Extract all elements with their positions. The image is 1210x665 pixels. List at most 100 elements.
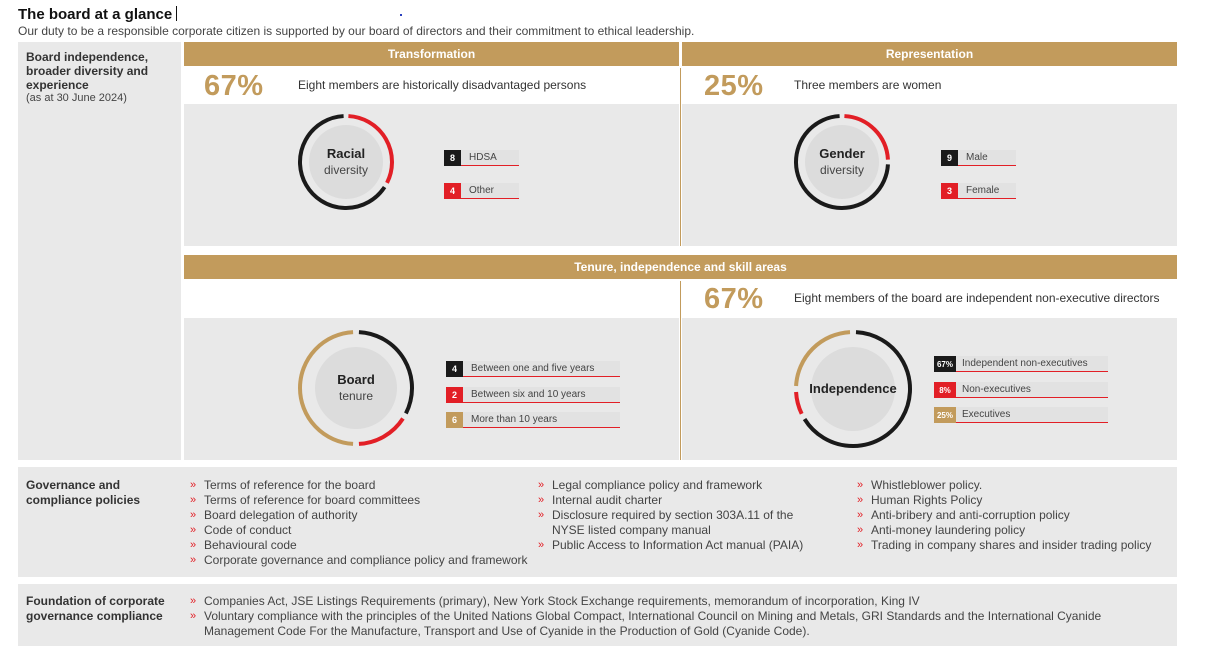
gender-segment-male <box>794 114 890 210</box>
policy-item: Behavioural code <box>190 538 540 553</box>
independence-segment-non-executives <box>794 391 804 415</box>
legend-female-label: Female <box>958 183 1016 199</box>
legend-nonexec-label: Non-executives <box>956 382 1108 398</box>
tenure-donut <box>298 330 414 446</box>
legend-other-value: 4 <box>444 183 461 199</box>
legend-independent-nonexec: 67% Independent non-executives <box>934 356 1108 372</box>
board-section-date: (as at 30 June 2024) <box>26 92 127 104</box>
legend-independent-nonexec-value: 67% <box>934 356 956 372</box>
column-divider-top <box>680 68 681 246</box>
legend-tenure-6-10-label: Between six and 10 years <box>463 387 620 403</box>
racial-diversity-panel <box>184 104 679 246</box>
independence-chart-title: Independence <box>809 381 897 396</box>
legend-hdsa-value: 8 <box>444 150 461 166</box>
legend-male-value: 9 <box>941 150 958 166</box>
gender-chart-title: Gender <box>819 146 865 161</box>
tenure-donut-center: Board tenure <box>315 347 397 429</box>
column-divider-bottom <box>680 281 681 460</box>
board-section-label: Board independence, broader diversity an… <box>18 42 181 460</box>
independent-text: Eight members of the board are independe… <box>794 291 1160 305</box>
transformation-text: Eight members are historically disadvant… <box>298 78 587 92</box>
representation-text: Three members are women <box>794 78 942 92</box>
tenure-segment-between-one-and-five-years <box>358 330 414 415</box>
text-cursor <box>176 6 178 21</box>
gender-donut <box>794 114 890 210</box>
foundation-heading: Foundation of corporate governance compl… <box>26 594 165 623</box>
legend-hdsa: 8 HDSA <box>444 150 519 166</box>
legend-female-value: 3 <box>941 183 958 199</box>
governance-list-2: Legal compliance policy and framework In… <box>538 478 828 553</box>
policy-item: Internal audit charter <box>538 493 828 508</box>
tenure-bar: Tenure, independence and skill areas <box>184 255 1177 279</box>
governance-list-3: Whistleblower policy. Human Rights Polic… <box>857 478 1172 553</box>
legend-tenure-10plus-label: More than 10 years <box>463 412 620 428</box>
foundation-list: Companies Act, JSE Listings Requirements… <box>190 594 1150 639</box>
legend-tenure-10plus-value: 6 <box>446 412 463 428</box>
legend-male-label: Male <box>958 150 1016 166</box>
independence-donut-center: Independence <box>809 347 897 431</box>
independent-pct: 67% <box>704 283 764 315</box>
legend-tenure-6-10-value: 2 <box>446 387 463 403</box>
legend-tenure-6-10: 2 Between six and 10 years <box>446 387 620 403</box>
policy-item: Board delegation of authority <box>190 508 540 523</box>
policy-item: Whistleblower policy. <box>857 478 1172 493</box>
tenure-segment-more-than-10-years <box>298 330 354 446</box>
legend-tenure-1-5: 4 Between one and five years <box>446 361 620 377</box>
transformation-pct: 67% <box>204 70 264 102</box>
policy-item: Public Access to Information Act manual … <box>538 538 828 553</box>
legend-nonexec: 8% Non-executives <box>934 382 1108 398</box>
racial-donut-center: Racial diversity <box>309 125 383 199</box>
governance-heading: Governance and compliance policies <box>26 478 141 507</box>
tenure-chart-subtitle: tenure <box>338 389 374 403</box>
racial-chart-subtitle: diversity <box>323 163 368 177</box>
policy-item: Legal compliance policy and framework <box>538 478 828 493</box>
legend-nonexec-value: 8% <box>934 382 956 398</box>
governance-list-1: Terms of reference for the board Terms o… <box>190 478 540 568</box>
representation-bar: Representation <box>682 42 1177 66</box>
independence-segment-executives <box>794 330 851 387</box>
legend-tenure-10plus: 6 More than 10 years <box>446 412 620 428</box>
stray-dot <box>400 14 402 16</box>
foundation-item: Voluntary compliance with the principles… <box>190 609 1150 639</box>
legend-exec: 25% Executives <box>934 407 1108 423</box>
gender-donut-center: Gender diversity <box>805 125 879 199</box>
racial-donut <box>298 114 394 210</box>
policy-item: Terms of reference for the board <box>190 478 540 493</box>
page-subtitle: Our duty to be a responsible corporate c… <box>18 24 695 38</box>
legend-hdsa-label: HDSA <box>461 150 519 166</box>
transformation-bar: Transformation <box>184 42 679 66</box>
racial-segment-hdsa <box>298 114 387 210</box>
legend-other: 4 Other <box>444 183 519 199</box>
legend-male: 9 Male <box>941 150 1016 166</box>
policy-item: Corporate governance and compliance poli… <box>190 553 540 568</box>
policy-item: Anti-money laundering policy <box>857 523 1172 538</box>
policy-item: Code of conduct <box>190 523 540 538</box>
representation-stat: 25% Three members are women <box>682 68 1177 102</box>
page-title: The board at a glance <box>18 6 178 23</box>
legend-tenure-1-5-label: Between one and five years <box>463 361 620 377</box>
legend-female: 3 Female <box>941 183 1016 199</box>
racial-chart-title: Racial <box>326 146 366 161</box>
policy-item: Disclosure required by section 303A.11 o… <box>538 508 798 538</box>
transformation-stat: 67% Eight members are historically disad… <box>184 68 679 102</box>
tenure-segment-between-six-and-10-years <box>358 417 405 446</box>
independence-segment-independent-non-executives <box>802 330 912 448</box>
racial-segment-other <box>348 114 394 184</box>
legend-exec-value: 25% <box>934 407 956 423</box>
policy-item: Human Rights Policy <box>857 493 1172 508</box>
board-section-heading: Board independence, broader diversity an… <box>26 50 149 92</box>
gender-diversity-panel <box>682 104 1177 246</box>
tenure-chart-title: Board <box>337 372 375 387</box>
foundation-item: Companies Act, JSE Listings Requirements… <box>190 594 1150 609</box>
representation-pct: 25% <box>704 70 764 102</box>
legend-other-label: Other <box>461 183 519 199</box>
policy-item: Anti-bribery and anti-corruption policy <box>857 508 1172 523</box>
policy-item: Terms of reference for board committees <box>190 493 540 508</box>
gender-chart-subtitle: diversity <box>819 163 864 177</box>
independence-donut <box>794 330 912 448</box>
policy-item: Trading in company shares and insider tr… <box>857 538 1172 553</box>
gender-segment-female <box>844 114 890 160</box>
legend-exec-label: Executives <box>956 407 1108 423</box>
legend-tenure-1-5-value: 4 <box>446 361 463 377</box>
legend-independent-nonexec-label: Independent non-executives <box>956 356 1108 372</box>
